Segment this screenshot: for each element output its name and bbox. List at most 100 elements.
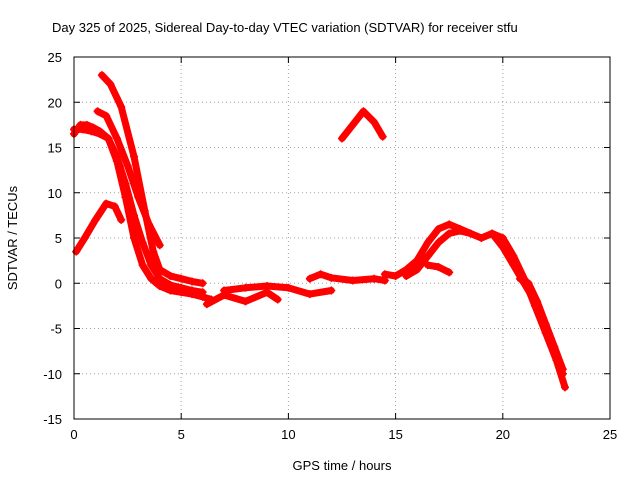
data-point-marker <box>327 286 336 295</box>
data-point-marker <box>434 262 443 271</box>
data-point-marker <box>348 120 357 129</box>
y-tick-label: -15 <box>43 412 62 427</box>
data-point-marker <box>273 295 282 304</box>
data-point-marker <box>305 290 314 299</box>
y-tick-label: 25 <box>48 50 62 65</box>
data-point-marker <box>423 261 432 270</box>
data-point-marker <box>380 270 389 279</box>
series-line-track-7 <box>220 282 335 298</box>
data-point-marker <box>241 283 250 292</box>
data-point-marker <box>327 273 336 282</box>
data-point-marker <box>305 274 314 283</box>
data-point-marker <box>413 256 422 265</box>
data-point-marker <box>138 238 147 247</box>
data-point-marker <box>155 281 164 290</box>
data-point-marker <box>155 265 164 274</box>
data-point-marker <box>187 277 196 286</box>
x-axis-label: GPS time / hours <box>293 458 392 473</box>
data-point-marker <box>155 274 164 283</box>
y-tick-label: 20 <box>48 95 62 110</box>
data-point-marker <box>524 279 533 288</box>
data-point-marker <box>95 129 104 138</box>
series-line-track-2 <box>70 125 207 296</box>
data-point-marker <box>97 71 106 80</box>
x-tick-label: 15 <box>388 427 402 442</box>
data-point-marker <box>138 261 147 270</box>
data-point-marker <box>466 229 475 238</box>
data-point-marker <box>112 134 121 143</box>
data-point-marker <box>117 215 126 224</box>
data-point-marker <box>102 199 111 208</box>
data-point-marker <box>117 102 126 111</box>
data-point-marker <box>80 234 89 242</box>
y-tick-label: -10 <box>43 367 62 382</box>
data-point-marker <box>202 300 211 309</box>
data-point-marker <box>370 118 379 127</box>
data-point-marker <box>498 234 507 242</box>
data-point-marker <box>498 243 507 252</box>
data-point-marker <box>348 276 357 285</box>
data-point-marker <box>155 241 164 250</box>
data-point-marker <box>187 286 196 295</box>
data-point-marker <box>198 279 207 288</box>
data-point-marker <box>402 272 411 281</box>
data-point-marker <box>198 288 207 297</box>
y-axis-label: SDTVAR / TECUs <box>5 185 20 290</box>
data-point-marker <box>104 134 113 143</box>
data-point-marker <box>241 297 250 306</box>
data-point-marker <box>110 202 119 211</box>
data-point-marker <box>93 107 102 116</box>
data-point-marker <box>316 270 325 279</box>
data-point-marker <box>445 220 454 229</box>
data-point-marker <box>541 319 550 328</box>
data-point-marker <box>91 215 100 224</box>
data-point-marker <box>220 286 229 295</box>
data-point-marker <box>477 234 486 242</box>
data-point-marker <box>560 383 569 392</box>
data-point-marker <box>149 247 158 256</box>
data-point-marker <box>550 342 559 351</box>
data-point-marker <box>177 283 186 292</box>
data-point-marker <box>434 224 443 233</box>
data-point-marker <box>112 152 121 161</box>
y-tick-label: -5 <box>50 322 62 337</box>
data-point-marker <box>391 272 400 281</box>
data-point-marker <box>106 80 115 89</box>
data-point-marker <box>140 206 149 215</box>
data-point-marker <box>558 365 567 374</box>
data-point-marker <box>166 281 175 290</box>
y-tick-label: 15 <box>48 141 62 156</box>
data-point-marker <box>445 268 454 277</box>
data-point-marker <box>359 107 368 116</box>
data-point-marker <box>533 297 542 306</box>
data-point-marker <box>284 283 293 292</box>
data-point-marker <box>102 111 111 120</box>
y-tick-label: 10 <box>48 186 62 201</box>
data-point-marker <box>262 281 271 290</box>
data-point-marker <box>130 211 139 220</box>
data-point-marker <box>434 238 443 247</box>
data-point-marker <box>177 274 186 283</box>
y-tick-label: 5 <box>55 231 62 246</box>
data-point-marker <box>445 229 454 238</box>
data-point-marker <box>147 274 156 283</box>
x-tick-label: 0 <box>70 427 77 442</box>
data-point-marker <box>147 261 156 270</box>
data-point-marker <box>123 161 132 170</box>
series-line-track-5 <box>72 200 125 256</box>
data-point-marker <box>166 272 175 281</box>
chart-title: Day 325 of 2025, Sidereal Day-to-day VTE… <box>52 20 518 35</box>
data-point-marker <box>455 226 464 235</box>
x-tick-label: 25 <box>603 427 617 442</box>
data-point-marker <box>413 265 422 274</box>
data-point-marker <box>72 247 81 256</box>
data-point-marker <box>509 261 518 270</box>
data-point-marker <box>130 152 139 161</box>
data-point-marker <box>78 125 87 134</box>
data-point-marker <box>423 238 432 247</box>
data-point-marker <box>121 179 130 188</box>
data-point-marker <box>130 234 139 242</box>
data-point-marker <box>515 274 524 283</box>
y-tick-label: 0 <box>55 276 62 291</box>
